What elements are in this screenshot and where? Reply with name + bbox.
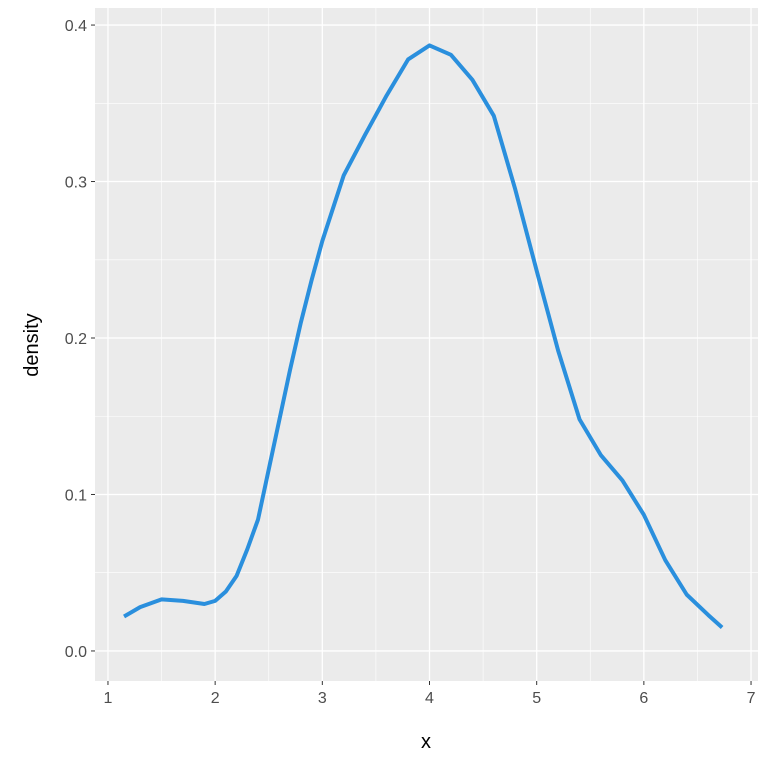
x-tick-label: 1 <box>104 690 113 707</box>
density-line <box>123 43 724 629</box>
x-tick-label: 4 <box>425 690 434 707</box>
x-tick-label: 7 <box>747 690 756 707</box>
panel <box>95 8 758 681</box>
y-tick-label: 0.3 <box>65 175 87 192</box>
x-axis-title: x <box>421 731 431 753</box>
y-tick-label: 0.1 <box>65 487 87 504</box>
y-tick-label: 0.0 <box>65 644 87 661</box>
x-tick-label: 2 <box>211 690 220 707</box>
x-tick-label: 6 <box>639 690 648 707</box>
x-tick-label: 3 <box>318 690 327 707</box>
y-tick-label: 0.4 <box>65 18 87 35</box>
y-tick-label: 0.2 <box>65 331 87 348</box>
x-tick-label: 5 <box>532 690 541 707</box>
y-axis-title: density <box>21 313 43 376</box>
